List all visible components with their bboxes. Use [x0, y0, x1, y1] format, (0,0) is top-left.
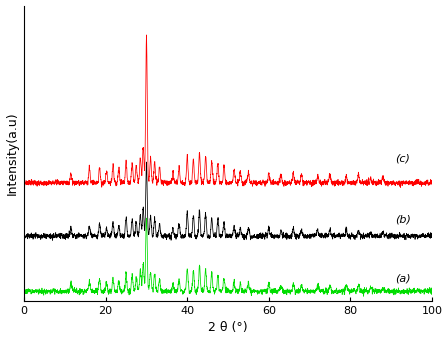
- X-axis label: 2 θ (°): 2 θ (°): [208, 321, 248, 335]
- Y-axis label: Intensity(a.u): Intensity(a.u): [5, 112, 18, 195]
- Text: (b): (b): [395, 214, 411, 224]
- Text: (c): (c): [395, 153, 410, 163]
- Text: (a): (a): [395, 273, 411, 283]
